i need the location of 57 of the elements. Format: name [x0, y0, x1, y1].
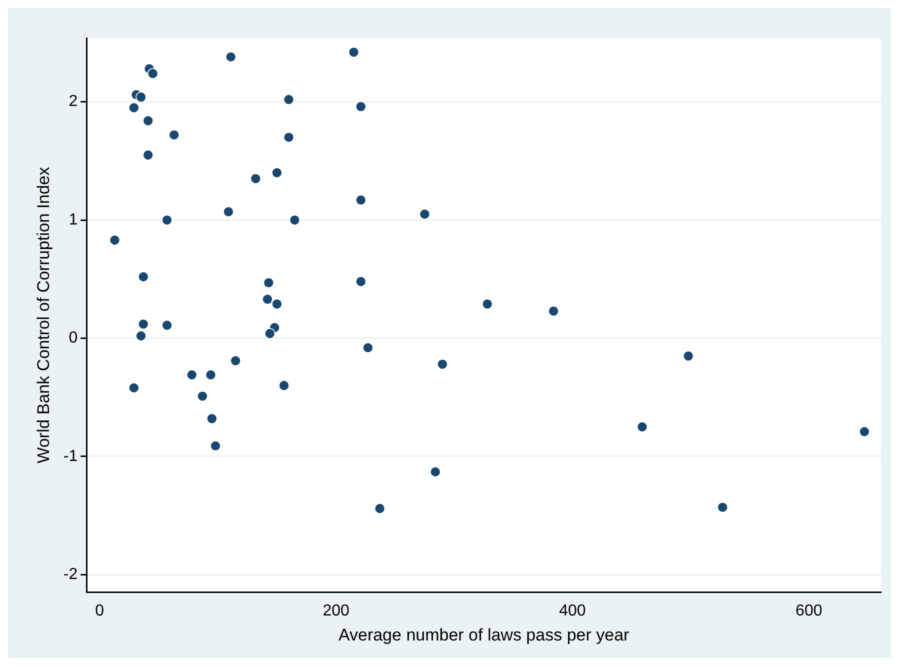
- point: [636, 422, 648, 432]
- point: [362, 342, 374, 354]
- point: [548, 306, 559, 316]
- point: [430, 466, 441, 478]
- point: [162, 214, 172, 226]
- point: [437, 358, 448, 370]
- point: [262, 294, 273, 305]
- point: [128, 382, 140, 394]
- y-tick-label: 1: [68, 211, 78, 228]
- point: [374, 503, 386, 514]
- point: [128, 102, 140, 114]
- point: [142, 115, 154, 126]
- point: [205, 369, 216, 380]
- point: [136, 92, 146, 103]
- point: [225, 52, 236, 62]
- point: [283, 94, 294, 105]
- y-tick-label: 0: [68, 330, 78, 347]
- x-axis-title: Average number of laws pass per year: [338, 625, 630, 644]
- point: [138, 318, 149, 330]
- point: [278, 380, 290, 391]
- point: [419, 208, 430, 220]
- point: [859, 426, 870, 438]
- point: [263, 277, 274, 288]
- x-tick-label: 0: [95, 602, 104, 620]
- point: [142, 150, 154, 160]
- point: [250, 173, 262, 184]
- point: [682, 350, 694, 362]
- y-axis-title: World Bank Control of Corruption Index: [34, 166, 53, 464]
- y-tick-label: 2: [68, 93, 78, 110]
- point: [162, 320, 172, 331]
- point: [210, 440, 221, 452]
- point: [289, 214, 300, 226]
- point: [283, 132, 294, 143]
- x-tick-label: 200: [322, 602, 350, 620]
- point: [355, 276, 366, 287]
- point: [168, 130, 180, 140]
- point: [272, 167, 282, 178]
- x-tick-label: 400: [559, 602, 586, 620]
- point: [355, 101, 366, 112]
- point: [138, 271, 149, 282]
- point: [197, 390, 208, 402]
- y-tick-label: -2: [63, 566, 78, 584]
- point: [482, 298, 493, 310]
- point: [264, 328, 276, 339]
- point: [136, 330, 146, 342]
- point: [717, 502, 728, 513]
- point: [272, 298, 282, 310]
- point: [223, 206, 234, 218]
- point: [348, 46, 360, 58]
- point: [109, 234, 120, 246]
- point: [147, 68, 158, 79]
- x-tick-label: 600: [796, 602, 822, 620]
- point: [355, 194, 366, 206]
- y-tick-label: -1: [63, 448, 78, 465]
- point: [206, 413, 218, 424]
- point: [230, 355, 241, 366]
- point: [186, 369, 198, 380]
